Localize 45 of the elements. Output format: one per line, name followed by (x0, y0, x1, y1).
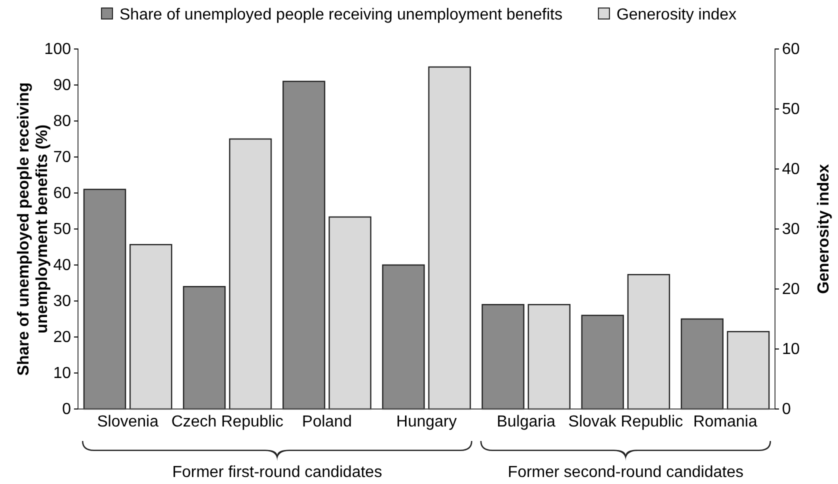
y-tick-label: 90 (53, 77, 72, 94)
bar (83, 188, 126, 410)
bar (581, 314, 624, 410)
y-tick-label: 100 (44, 41, 72, 58)
x-tick-label: Czech Republic (171, 413, 284, 430)
y2-tick-label: 60 (782, 41, 800, 58)
x-tick-label: Poland (302, 413, 352, 430)
bar (282, 80, 326, 410)
x-tick-label: Slovak Republic (568, 413, 684, 430)
y-tick-label: 50 (53, 221, 72, 238)
bar (482, 304, 524, 410)
legend-label: Generosity index (616, 6, 737, 24)
bar (382, 264, 425, 410)
bar (726, 331, 770, 410)
y-tick-label: 80 (53, 113, 72, 130)
y-tick-label: 70 (53, 149, 72, 166)
y2-tick-label: 10 (782, 341, 800, 358)
bar (328, 216, 372, 410)
y-tick-label: 20 (53, 329, 72, 346)
y-tick-label: 40 (53, 257, 72, 274)
bar (229, 138, 272, 410)
x-tick-label: Romania (693, 413, 758, 430)
bar (182, 286, 226, 410)
y2-tick-label: 30 (782, 221, 800, 238)
y2-tick-label: 50 (782, 101, 800, 118)
y-tick-label: 30 (53, 293, 72, 310)
y2-axis-title: Generosity index (816, 164, 833, 294)
bar (528, 304, 570, 410)
text: Former first-round candidates (172, 464, 382, 481)
y-tick-label: 10 (53, 365, 72, 382)
y-tick-label: 60 (53, 185, 72, 202)
y-tick-label: 0 (62, 401, 72, 418)
x-tick-label: Bulgaria (496, 413, 556, 430)
x-tick-label: Hungary (396, 413, 457, 430)
text: Former second-round candidates (508, 464, 744, 481)
y2-tick-label: 20 (782, 281, 800, 298)
y-axis-title: Share of unemployed people receiving unemployment benefits (%) (15, 82, 51, 376)
bar (428, 66, 471, 410)
x-tick-label: Slovenia (97, 413, 159, 430)
legend-label: Share of unemployed people receiving unemployment benefits (119, 6, 562, 24)
bar (129, 244, 172, 410)
y2-tick-label: 0 (782, 401, 791, 418)
y2-tick-label: 40 (782, 161, 800, 178)
bar (680, 318, 724, 410)
bar (627, 274, 670, 410)
